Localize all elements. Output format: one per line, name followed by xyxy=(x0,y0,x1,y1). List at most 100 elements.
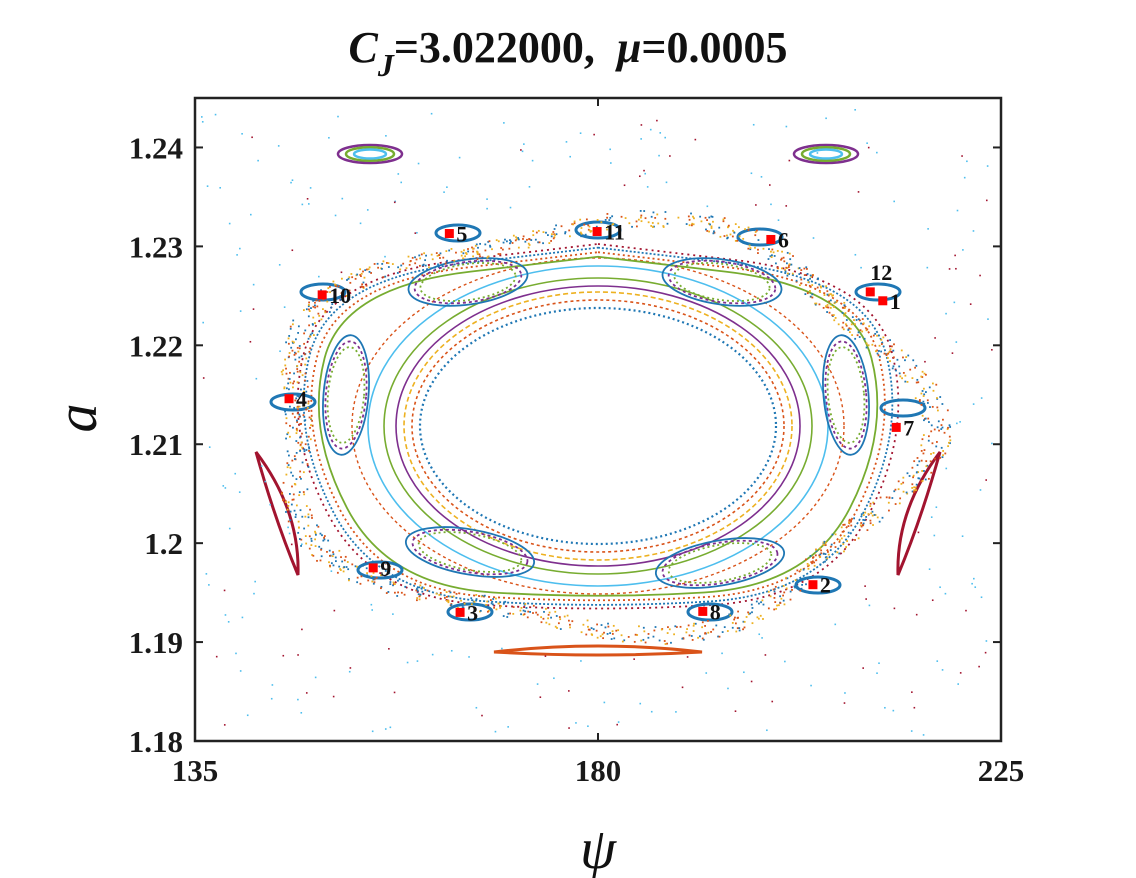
chaotic-point xyxy=(856,334,859,337)
chaotic-point xyxy=(742,620,745,623)
chaotic-point xyxy=(556,627,558,629)
chaotic-point xyxy=(934,457,936,460)
chaotic-point xyxy=(298,415,301,418)
chaotic-point xyxy=(580,232,583,235)
chaotic-point xyxy=(443,597,446,599)
chaotic-point xyxy=(799,284,801,287)
chaotic-point xyxy=(296,408,299,411)
chaotic-point xyxy=(878,350,880,352)
chaotic-point xyxy=(285,367,287,370)
chaotic-point xyxy=(292,319,295,322)
chaotic-point xyxy=(902,476,905,479)
chaotic-point xyxy=(664,217,667,220)
scatter-point xyxy=(239,310,242,312)
scatter-point xyxy=(610,162,612,164)
scatter-point xyxy=(962,249,964,251)
resonance-island xyxy=(667,542,773,584)
chaotic-point xyxy=(332,564,335,567)
chaotic-point xyxy=(435,252,438,254)
chaotic-point xyxy=(346,294,349,297)
chaotic-point xyxy=(894,488,897,491)
chaotic-point xyxy=(493,606,495,609)
chain-island xyxy=(854,282,902,302)
chaotic-point xyxy=(843,523,846,526)
chaotic-point xyxy=(300,538,303,541)
marked-point-5 xyxy=(444,229,454,239)
chaotic-point xyxy=(460,599,462,602)
chaotic-point xyxy=(824,556,827,559)
chaotic-point xyxy=(305,408,308,411)
scatter-point xyxy=(277,145,280,147)
chaotic-point xyxy=(289,381,292,384)
chaotic-point xyxy=(926,402,929,404)
scatter-point xyxy=(297,654,299,656)
scatter-point xyxy=(876,672,878,674)
chaotic-point xyxy=(287,342,290,345)
chaotic-point xyxy=(734,622,737,625)
chaotic-point xyxy=(286,466,289,469)
chaotic-point xyxy=(314,532,317,535)
scatter-point xyxy=(816,152,819,154)
scatter-point xyxy=(706,205,709,208)
chaotic-point xyxy=(647,633,650,635)
chaotic-point xyxy=(915,364,918,367)
chaotic-point xyxy=(584,233,587,236)
chaotic-point xyxy=(677,216,680,219)
chaotic-point xyxy=(362,287,365,289)
chaotic-point xyxy=(830,543,833,546)
chaotic-point xyxy=(782,585,785,587)
chaotic-point xyxy=(314,304,316,307)
chaotic-point xyxy=(409,260,412,262)
scatter-point xyxy=(219,186,221,189)
chaotic-point xyxy=(536,613,539,616)
chaotic-point xyxy=(497,240,500,243)
chaotic-point xyxy=(819,291,821,293)
chaotic-point xyxy=(701,626,704,629)
chaotic-point xyxy=(751,611,753,614)
chaotic-point xyxy=(946,428,949,431)
chaotic-point xyxy=(850,519,853,522)
scatter-point xyxy=(876,151,878,154)
scatter-point xyxy=(287,526,289,529)
chaotic-point xyxy=(416,588,418,590)
chaotic-point xyxy=(311,332,314,335)
scatter-point xyxy=(750,172,753,175)
scatter-point xyxy=(201,116,203,118)
chaotic-point xyxy=(759,614,762,617)
chaotic-point xyxy=(290,503,293,506)
chaotic-point xyxy=(861,330,864,333)
chaotic-point xyxy=(445,595,448,598)
chaotic-point xyxy=(470,603,473,606)
chaotic-point xyxy=(348,276,351,279)
chaotic-point xyxy=(484,249,487,252)
chaotic-point xyxy=(750,603,753,606)
chaotic-point xyxy=(558,616,561,618)
chaotic-point xyxy=(879,355,881,358)
scatter-point xyxy=(941,669,944,671)
chaotic-point xyxy=(754,234,757,237)
marked-point-label: 11 xyxy=(604,220,625,245)
chaotic-point xyxy=(303,527,306,530)
chaotic-point xyxy=(509,239,511,242)
chaotic-point xyxy=(778,604,780,607)
chaotic-point xyxy=(694,622,697,625)
chaotic-point xyxy=(670,641,672,644)
chaotic-point xyxy=(688,634,691,637)
chaotic-point xyxy=(309,347,312,350)
chaotic-point xyxy=(820,552,823,555)
chaotic-point xyxy=(790,263,793,266)
chaotic-point xyxy=(545,231,547,234)
chaotic-point xyxy=(848,518,851,521)
chaotic-point xyxy=(854,323,856,326)
chaotic-point xyxy=(832,314,835,316)
chaotic-point xyxy=(340,556,342,559)
chaotic-point xyxy=(301,374,304,377)
chaotic-point xyxy=(688,218,691,221)
chaotic-point xyxy=(925,391,927,393)
scatter-point xyxy=(400,181,403,184)
chaotic-point xyxy=(419,257,422,260)
y-tick-label: 1.2 xyxy=(144,526,183,561)
chaotic-point xyxy=(316,524,318,527)
chaotic-point xyxy=(722,218,725,221)
chaotic-point xyxy=(291,323,294,326)
